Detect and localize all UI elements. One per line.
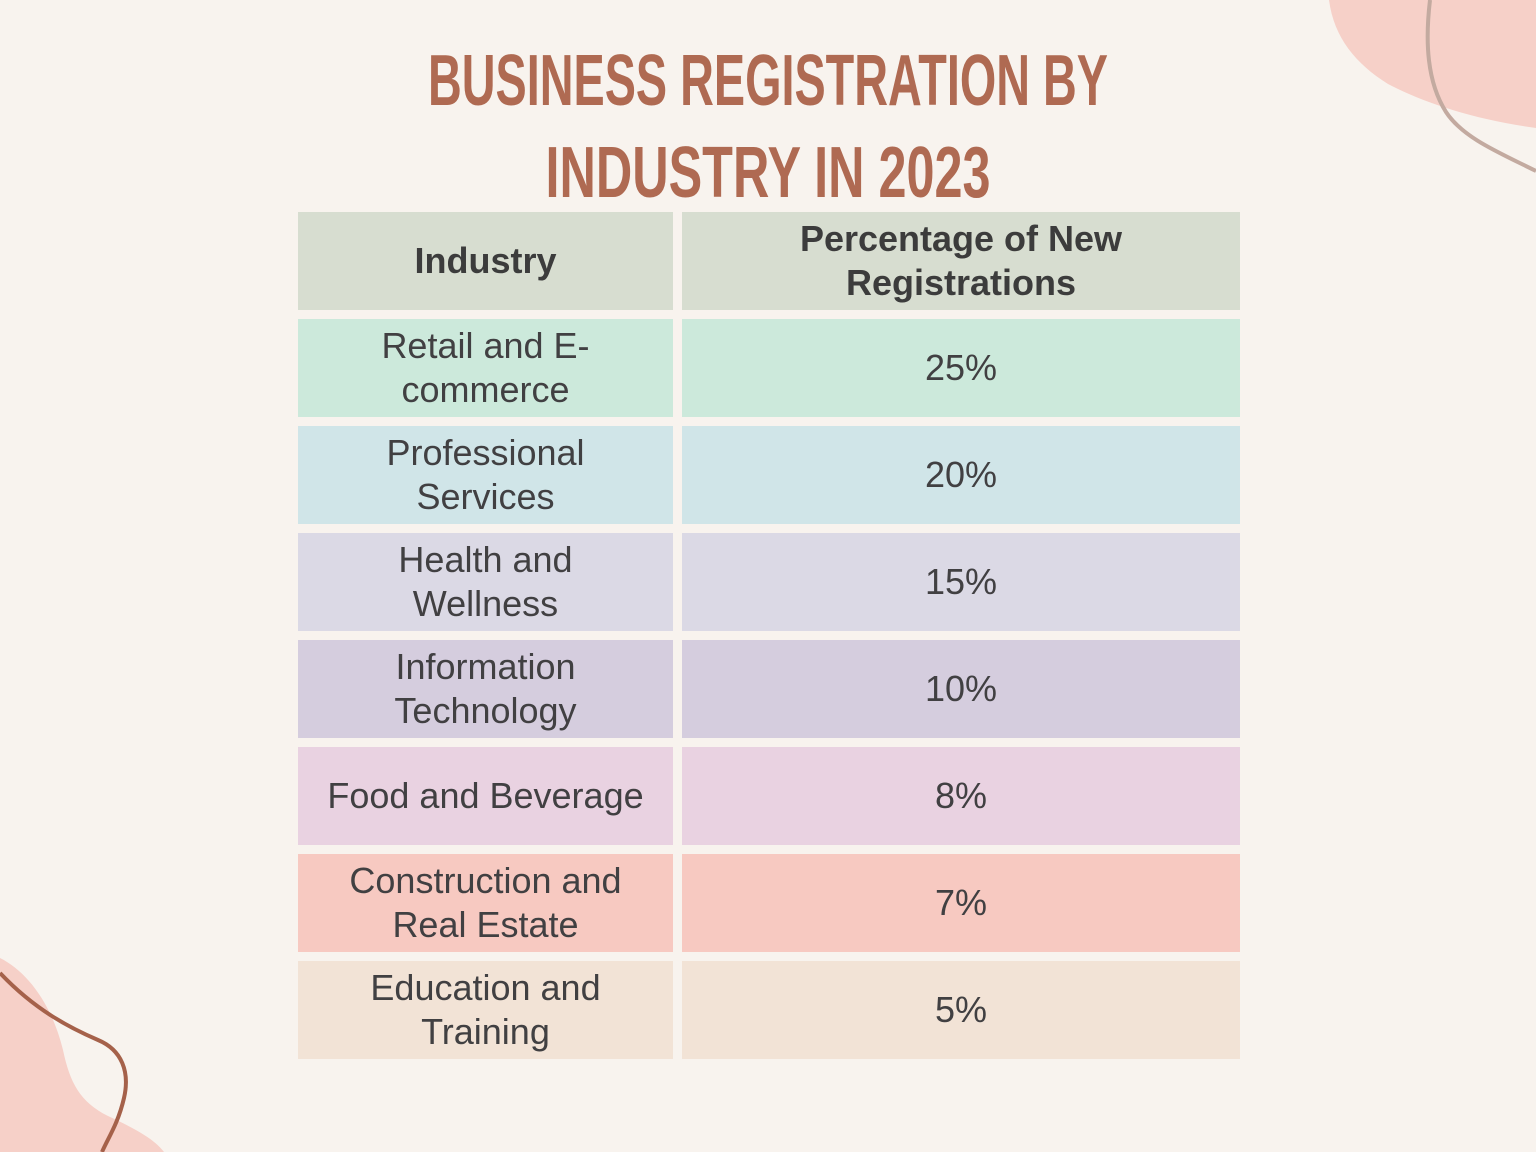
table-row: Retail and E- commerce 25% <box>298 319 1240 417</box>
industry-cell: Health and Wellness <box>298 533 673 631</box>
percentage-cell: 8% <box>682 747 1240 845</box>
percentage-cell: 15% <box>682 533 1240 631</box>
column-header-industry: Industry <box>298 212 673 310</box>
corner-line-bottom-left <box>0 971 128 1152</box>
percentage-cell: 25% <box>682 319 1240 417</box>
table-row: Food and Beverage 8% <box>298 747 1240 845</box>
table-row: Professional Services 20% <box>298 426 1240 524</box>
table-row: Information Technology 10% <box>298 640 1240 738</box>
table-header-row: Industry Percentage of New Registrations <box>298 212 1240 310</box>
table-row: Construction and Real Estate 7% <box>298 854 1240 952</box>
table-row: Health and Wellness 15% <box>298 533 1240 631</box>
page-title-line1: BUSINESS REGISTRATION BY <box>428 41 1108 121</box>
corner-blob-bottom-left <box>0 958 164 1152</box>
table-row: Education and Training 5% <box>298 961 1240 1059</box>
percentage-cell: 5% <box>682 961 1240 1059</box>
industry-cell: Construction and Real Estate <box>298 854 673 952</box>
percentage-cell: 7% <box>682 854 1240 952</box>
column-header-percentage: Percentage of New Registrations <box>682 212 1240 310</box>
page-title-line2: INDUSTRY IN 2023 <box>546 133 991 210</box>
percentage-cell: 10% <box>682 640 1240 738</box>
page-title: BUSINESS REGISTRATION BY INDUSTRY IN 202… <box>428 41 1108 210</box>
table-body: Retail and E- commerce 25% Professional … <box>298 319 1240 1059</box>
industry-cell: Retail and E- commerce <box>298 319 673 417</box>
industry-cell: Professional Services <box>298 426 673 524</box>
industry-cell: Food and Beverage <box>298 747 673 845</box>
industry-cell: Education and Training <box>298 961 673 1059</box>
industry-table: Industry Percentage of New Registrations… <box>298 212 1240 1068</box>
industry-cell: Information Technology <box>298 640 673 738</box>
percentage-cell: 20% <box>682 426 1240 524</box>
